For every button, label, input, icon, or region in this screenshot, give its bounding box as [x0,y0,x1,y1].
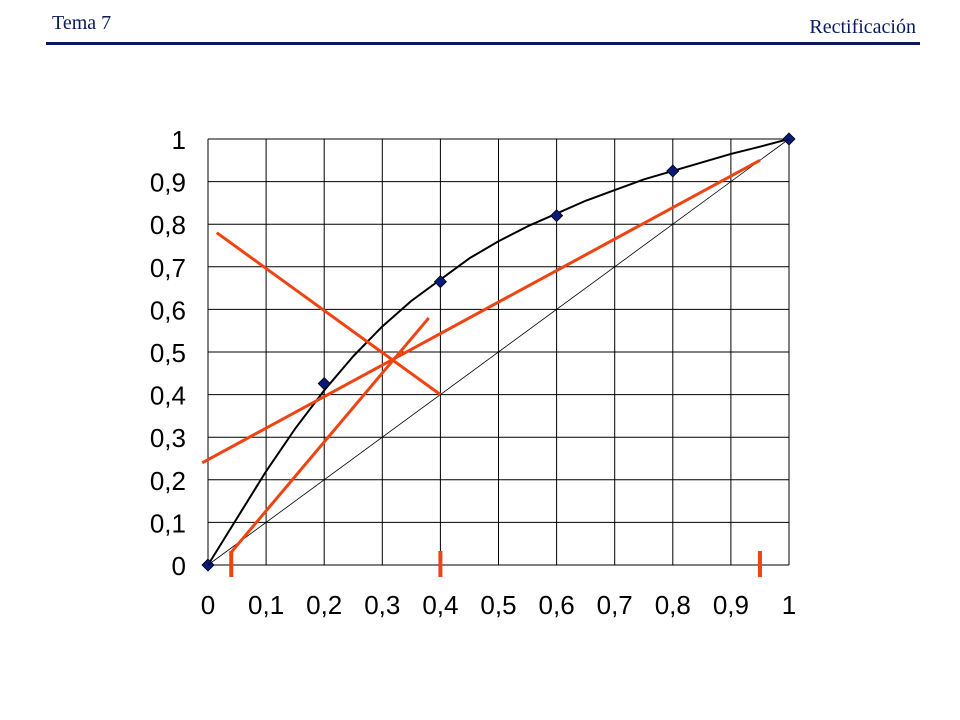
x-tick-label: 0,6 [539,590,575,620]
feed-line-line [215,231,442,396]
y-tick-label: 0,1 [150,508,186,538]
y-tick-label: 0,2 [150,466,186,496]
series-layer [201,132,796,572]
y-tick-label: 0,6 [150,295,186,325]
y-tick-label: 0 [172,551,186,581]
equilibrium-curve-line [207,138,790,566]
data-point-diamond [317,376,331,391]
marker-layer [229,551,762,577]
y-tick-label: 0,4 [150,381,186,411]
header-rule [46,42,920,45]
grid [207,138,790,566]
x-tick-label: 0,5 [480,590,516,620]
tick-labels: 0 0,1 0,2 0,3 0,4 0,5 0,6 0,7 0,8 0,9 1 0 0,1 0,2 0,3 0… [150,125,796,620]
stripping-line-line [230,316,430,554]
y-tick-label: 1 [172,125,186,155]
y-tick-label: 0,7 [150,253,186,283]
chapter-label: Tema 7 [52,12,112,34]
x-tick-label: 0,1 [248,590,284,620]
y-tick-label: 0,9 [150,168,186,198]
data-point-diamond [666,164,680,178]
y-tick-label: 0,3 [150,423,186,453]
rectifying-line-line [201,158,761,465]
x-tick-label: 0 [201,590,215,620]
x-tick-label: 0,2 [306,590,342,620]
diagonal-line [207,138,790,566]
x-tick-label: 1 [782,590,796,620]
y-tick-label: 0,8 [150,210,186,240]
y-tick-label: 0,5 [150,338,186,368]
x-tick-label: 0,9 [713,590,749,620]
x-tick-label: 0,4 [422,590,458,620]
x-tick-label: 0,3 [364,590,400,620]
x-tick-label: 0,7 [597,590,633,620]
section-title: Rectificación [809,16,916,38]
x-tick-label: 0,8 [655,590,691,620]
data-point-diamond [550,209,564,223]
data-point-diamond [433,275,447,289]
